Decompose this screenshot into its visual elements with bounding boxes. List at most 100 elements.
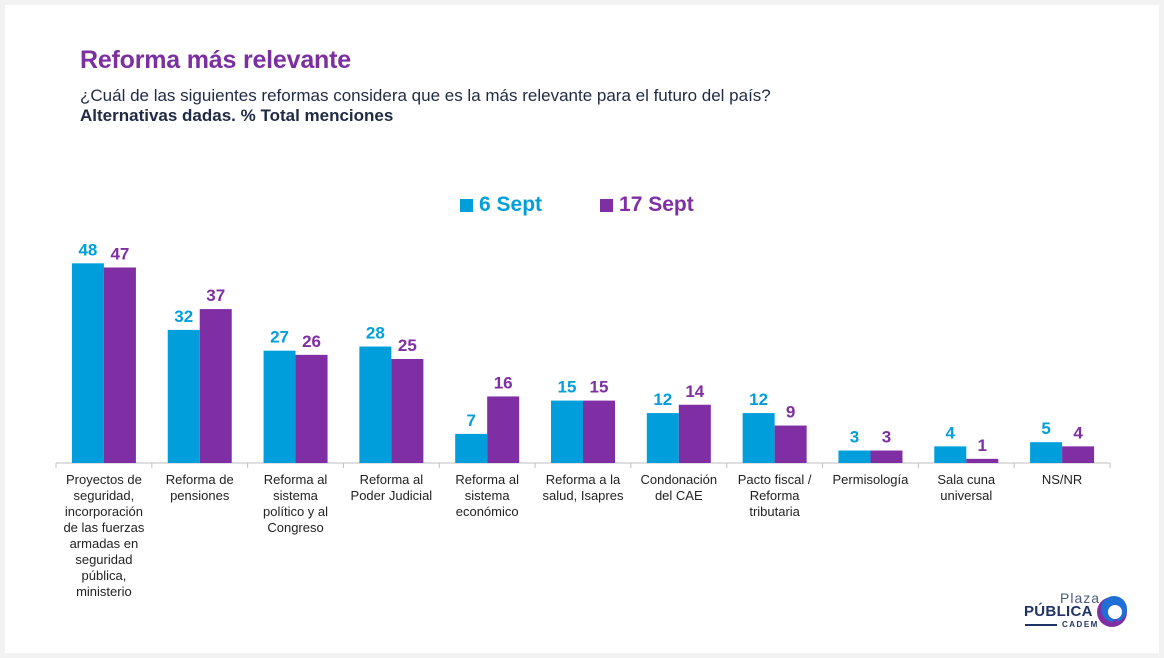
legend-swatch-series-1 xyxy=(460,198,473,212)
category-label-line: sistema xyxy=(273,488,318,503)
category-label-line: del CAE xyxy=(654,488,703,503)
bar-series-1-cat-4 xyxy=(359,346,392,463)
bar-series-2-cat-9 xyxy=(870,450,903,463)
category-label-line: salud, Isapres xyxy=(542,488,624,503)
category-label-line: Proyectos de xyxy=(65,472,142,487)
legend: 6 Sept 17 Sept xyxy=(460,193,694,217)
category-label: Proyectos de seguridad, incorporación de la… xyxy=(57,472,151,600)
logo-text-plaza: Plaza xyxy=(1060,590,1101,606)
slide-card xyxy=(5,5,1159,653)
category-label: Reforma a la salud, Isapres xyxy=(536,472,630,504)
category-label: Reforma al Poder Judicial xyxy=(344,472,438,504)
data-label-series-2-cat-5: 16 xyxy=(494,373,513,392)
category-label: NS/NR xyxy=(1015,472,1109,488)
data-label-series-1-cat-2: 32 xyxy=(174,307,193,326)
survey-question: ¿Cuál de las siguientes reformas conside… xyxy=(80,86,771,105)
category-label: Reforma al sistema económico xyxy=(440,472,534,520)
category-label-line: universal xyxy=(940,488,993,503)
chart-title: Reforma más relevante xyxy=(80,46,351,74)
plaza-publica-cadem-logo: Plaza PÚBLICA CADEM xyxy=(1022,590,1132,634)
category-label-line: Sala cuna xyxy=(937,472,996,487)
data-label-series-1-cat-6: 15 xyxy=(558,378,577,397)
category-label-line: seguridad, xyxy=(73,488,135,503)
bar-series-2-cat-3 xyxy=(295,354,328,463)
legend-item-series-2: 17 Sept xyxy=(600,193,694,217)
bar-series-1-cat-9 xyxy=(838,450,871,463)
data-label-series-2-cat-10: 1 xyxy=(978,436,987,455)
bar-series-1-cat-2 xyxy=(167,329,200,463)
data-label-series-1-cat-10: 4 xyxy=(946,423,956,442)
category-label: Reforma de pensiones xyxy=(153,472,247,504)
category-label-line: Reforma a la xyxy=(545,472,621,487)
data-label-series-1-cat-4: 28 xyxy=(366,324,385,343)
bar-series-1-cat-10 xyxy=(934,446,967,463)
category-label-line: ministerio xyxy=(76,584,132,599)
data-label-series-1-cat-5: 7 xyxy=(466,411,475,430)
category-label: Sala cuna universal xyxy=(919,472,1013,504)
bar-series-2-cat-10 xyxy=(966,458,999,463)
data-label-series-2-cat-2: 37 xyxy=(206,286,225,305)
category-label-line: Reforma xyxy=(749,488,800,503)
legend-item-series-1: 6 Sept xyxy=(460,193,542,217)
data-label-series-1-cat-9: 3 xyxy=(850,428,859,447)
legend-swatch-series-2 xyxy=(600,198,614,212)
bar-series-1-cat-8 xyxy=(742,413,775,463)
bar-series-2-cat-1 xyxy=(103,267,136,463)
category-label-line: pensiones xyxy=(170,488,230,503)
data-label-series-2-cat-4: 25 xyxy=(398,336,417,355)
bar-series-1-cat-3 xyxy=(263,350,296,463)
data-label-series-2-cat-1: 47 xyxy=(110,244,129,263)
category-label-line: Congreso xyxy=(267,520,324,535)
category-label-line: Reforma al xyxy=(455,472,519,487)
logo-mark-icon xyxy=(1097,596,1127,627)
category-label-line: económico xyxy=(455,504,519,519)
data-label-series-1-cat-1: 48 xyxy=(78,240,97,259)
category-label: Pacto fiscal / Reforma tributaria xyxy=(728,472,822,520)
legend-label-series-2: 17 Sept xyxy=(619,193,694,216)
data-label-series-1-cat-7: 12 xyxy=(653,390,672,409)
bar-series-1-cat-6 xyxy=(551,400,583,463)
category-label: Condonación del CAE xyxy=(632,472,726,504)
bar-series-2-cat-5 xyxy=(487,396,520,463)
data-label-series-2-cat-8: 9 xyxy=(786,403,795,422)
category-label-line: seguridad xyxy=(75,552,133,567)
data-label-series-1-cat-3: 27 xyxy=(270,328,289,347)
category-label-line: Condonación xyxy=(640,472,718,487)
bar-series-1-cat-1 xyxy=(71,263,104,463)
survey-note: Alternativas dadas. % Total menciones xyxy=(80,106,394,125)
logo-divider xyxy=(1025,624,1057,626)
category-label-line: NS/NR xyxy=(1041,472,1083,487)
bar-series-1-cat-7 xyxy=(646,413,679,463)
category-label-line: político y al xyxy=(263,504,329,519)
category-label-line: incorporación xyxy=(64,504,143,519)
category-label-line: tributaria xyxy=(749,504,800,519)
data-label-series-1-cat-11: 5 xyxy=(1041,419,1050,438)
bar-series-2-cat-8 xyxy=(774,425,807,463)
category-label-line: Reforma al xyxy=(263,472,328,487)
category-label-line: Pacto fiscal / xyxy=(737,472,812,487)
logo-text-publica: PÚBLICA xyxy=(1024,603,1093,620)
legend-label-series-1: 6 Sept xyxy=(479,193,543,216)
category-label: Permisología xyxy=(823,472,917,488)
category-label: Reforma al sistema político y al Congreso xyxy=(249,472,343,536)
bar-series-2-cat-11 xyxy=(1062,446,1095,463)
bar-series-2-cat-7 xyxy=(678,404,711,463)
category-label-line: Poder Judicial xyxy=(350,488,433,503)
logo-text-cadem: CADEM xyxy=(1062,620,1099,629)
data-label-series-2-cat-3: 26 xyxy=(302,332,321,351)
data-label-series-2-cat-6: 15 xyxy=(590,378,609,397)
bar-series-2-cat-2 xyxy=(199,309,232,463)
bar-series-2-cat-6 xyxy=(583,400,615,463)
bar-series-1-cat-5 xyxy=(455,433,488,463)
data-label-series-1-cat-8: 12 xyxy=(749,390,768,409)
category-label-line: pública, xyxy=(81,568,127,583)
category-label-line: Permisología xyxy=(832,472,909,487)
category-label-line: armadas en xyxy=(69,536,139,551)
data-label-series-2-cat-7: 14 xyxy=(685,382,704,401)
bar-series-1-cat-11 xyxy=(1030,442,1063,463)
category-label-line: de las fuerzas xyxy=(63,520,145,535)
category-label-line: sistema xyxy=(464,488,510,503)
data-label-series-2-cat-9: 3 xyxy=(882,428,891,447)
data-label-series-2-cat-11: 4 xyxy=(1073,423,1083,442)
